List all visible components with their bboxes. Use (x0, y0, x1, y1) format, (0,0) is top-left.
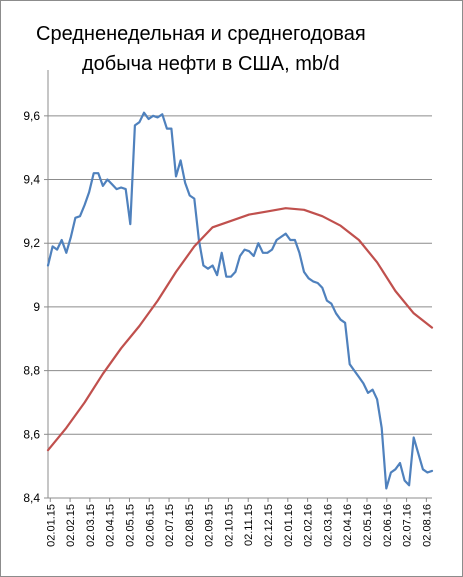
x-tick-label-12: 02.01.16 (283, 504, 295, 547)
x-tick-label-1: 02.02.15 (65, 504, 77, 547)
x-tick-label-17: 02.06.16 (382, 504, 394, 547)
x-tick-label-5: 02.06.15 (144, 504, 156, 547)
gridlines (48, 115, 432, 435)
x-tick-label-2: 02.03.15 (85, 504, 97, 547)
y-tick-label-4: 9,2 (23, 236, 40, 250)
x-tick-label-9: 02.10.15 (223, 504, 235, 547)
y-tick-label-2: 8,8 (23, 364, 40, 378)
x-tick-label-19: 02.08.16 (421, 504, 433, 547)
series-lines (46, 111, 434, 490)
x-tick-label-14: 02.03.16 (322, 504, 334, 547)
y-tick-label-6: 9,6 (23, 109, 40, 123)
chart-title-line-2: добыча нефти в США, mb/d (82, 53, 340, 75)
x-tick-label-3: 02.04.15 (105, 504, 117, 547)
series-line-1 (46, 207, 434, 452)
x-tick-label-13: 02.02.16 (303, 504, 315, 547)
y-tick-label-1: 8,6 (23, 427, 40, 441)
x-tick-labels: 02.01.15 02.02.15 02.03.15 02.04.15 02.05.15… (45, 504, 433, 547)
y-tick-labels: 8,4 8,6 8,8 9 9,2 9,4 9,6 (23, 109, 40, 505)
x-tick-label-10: 02.11.15 (243, 504, 255, 546)
axes (44, 70, 432, 502)
y-tick-label-0: 8,4 (23, 491, 40, 505)
x-tick-label-8: 02.09.15 (204, 504, 216, 547)
x-tick-label-15: 02.04.16 (342, 504, 354, 547)
x-tick-label-0: 02.01.15 (45, 504, 57, 547)
x-tick-label-6: 02.07.15 (164, 504, 176, 547)
x-tick-label-18: 02.07.16 (402, 504, 414, 547)
chart-title-line-1: Средненедельная и среднегодовая (36, 23, 366, 45)
series-line-0 (46, 111, 434, 490)
y-tick-label-5: 9,4 (23, 173, 40, 187)
x-tick-label-11: 02.12.15 (263, 504, 275, 547)
x-tick-label-16: 02.05.16 (362, 504, 374, 547)
x-tick-label-7: 02.08.15 (184, 504, 196, 547)
y-tick-label-3: 9 (33, 300, 40, 314)
x-tick-label-4: 02.05.15 (124, 504, 136, 547)
